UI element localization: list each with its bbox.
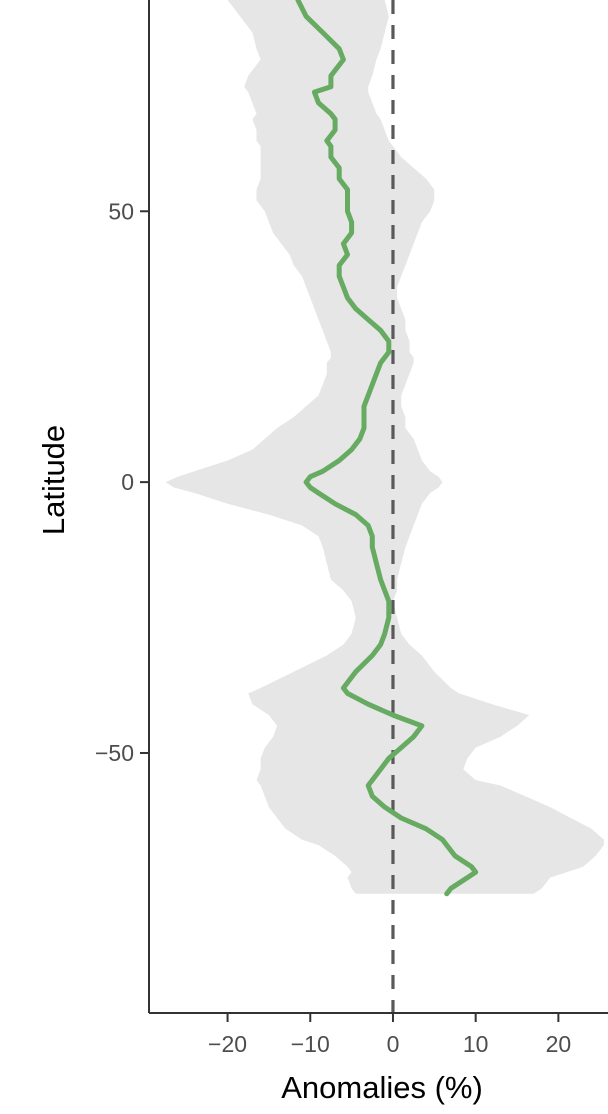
y-axis-title: Latitude	[36, 425, 71, 535]
plot-area: −50 0 50 −20 −10 0 10 20	[95, 0, 608, 1057]
y-tick-label: 0	[121, 469, 134, 495]
y-tick-label: −50	[95, 740, 134, 766]
x-axis-title: Anomalies (%)	[281, 1070, 483, 1105]
y-tick-label: 50	[108, 198, 134, 224]
mean-anomaly-line	[295, 0, 479, 897]
uncertainty-band	[165, 0, 604, 894]
x-tick-label: 10	[463, 1031, 489, 1057]
x-tick-label: −10	[291, 1031, 330, 1057]
x-tick-label: 0	[387, 1031, 400, 1057]
x-tick-label: −20	[208, 1031, 247, 1057]
x-tick-label: 20	[546, 1031, 572, 1057]
